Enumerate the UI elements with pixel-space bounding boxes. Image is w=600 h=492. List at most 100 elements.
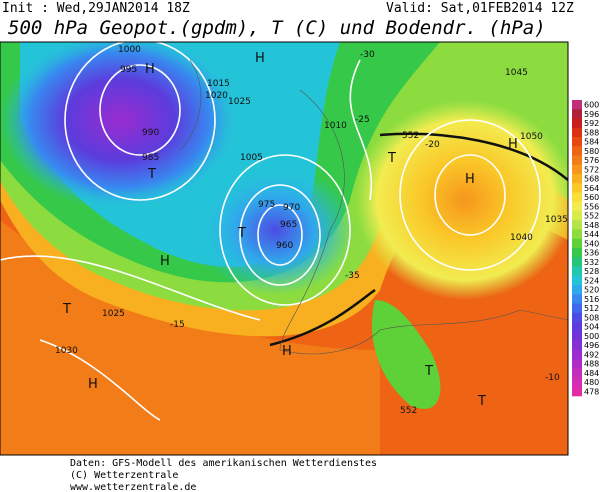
colorbar-label: 568 [584,175,599,184]
colorbar-swatch [572,192,582,203]
colorbar-swatch [572,100,582,110]
pressure-center-label: H [508,137,518,152]
pressure-center-label: H [160,254,170,269]
pressure-center-label: T [477,394,486,409]
colorbar-label: 588 [584,128,599,137]
colorbar-label: 556 [584,202,599,211]
colorbar-label: 516 [584,295,599,304]
colorbar-label: 560 [584,193,599,202]
pressure-center-label: H [255,51,265,66]
contour-label: 975 [258,200,275,210]
contour-label: 552 [402,131,419,141]
colorbar-label: 488 [584,360,599,369]
colorbar-label: 540 [584,239,599,248]
colorbar-swatch [572,322,582,332]
contour-label: -10 [545,373,560,383]
colorbar-swatch [572,164,582,175]
pressure-center-label: T [237,226,246,241]
init-time: Init : Wed,29JAN2014 18Z [2,1,190,16]
colorbar-swatch [572,349,582,360]
colorbar-swatch [572,359,582,369]
colorbar-label: 484 [584,369,599,378]
colorbar-label: 524 [584,276,599,285]
colorbar-swatch [572,285,582,295]
colorbar-swatch [572,174,582,184]
contour-label: 552 [400,406,417,416]
colorbar-label: 520 [584,286,599,295]
warm-band [0,220,568,455]
pressure-center-label: T [147,167,156,182]
colorbar-swatch [572,211,582,221]
colorbar-label: 478 [584,387,599,396]
colorbar-swatch [572,248,582,258]
contour-label: -35 [345,271,360,281]
colorbar-label: 504 [584,323,599,332]
contour-label: 960 [276,241,293,251]
colorbar-label: 496 [584,341,599,350]
552-line [269,132,568,347]
contour-label: -20 [425,140,440,150]
colorbar-label: 576 [584,156,599,165]
contour-label: 1020 [205,91,228,101]
colorbar-swatch [572,146,582,156]
colorbar-label: 584 [584,138,599,147]
footer-line: Daten: GFS-Modell des amerikanischen Wet… [70,458,377,469]
contour-label: 1005 [240,153,263,163]
colorbar-swatch [572,155,582,166]
colorbar: 6005965925885845805765725685645605565525… [572,100,599,396]
colorbar-swatch [572,294,582,304]
colorbar-label: 512 [584,304,599,313]
colorbar-swatch [572,377,582,388]
colorbar-swatch [572,118,582,129]
colorbar-swatch [572,266,582,277]
colorbar-label: 552 [584,212,599,221]
low-area [195,165,355,295]
colorbar-swatch [572,312,582,323]
colorbar-label: 528 [584,267,599,276]
pressure-center-label: H [145,62,155,77]
contour-label: 1045 [505,68,528,78]
colorbar-label: 596 [584,110,599,119]
coastlines [179,59,568,355]
contour-label: -15 [170,320,185,330]
pressure-center-label: H [465,172,475,187]
isobars [0,42,541,421]
colorbar-swatch [572,201,582,212]
contour-label: 1010 [324,121,347,131]
contour-label: 1000 [118,45,141,55]
colorbar-swatch [572,257,582,267]
valid-time: Valid: Sat,01FEB2014 12Z [386,1,574,16]
map-frame [0,41,569,456]
map-title: 500 hPa Geopot.(gpdm), T (C) und Bodendr… [8,17,546,39]
contour-label: -30 [360,50,375,60]
colorbar-swatch [572,220,582,230]
contour-label: -25 [355,115,370,125]
colorbar-swatch [572,275,582,286]
colorbar-swatch [572,109,582,119]
contour-label: 995 [120,65,137,75]
contour-label: 970 [283,203,300,213]
footer-line: (C) Wetterzentrale [70,470,178,481]
colorbar-label: 548 [584,221,599,230]
low-area [0,42,240,210]
colorbar-swatch [572,368,582,378]
pressure-center-label: T [424,364,433,379]
contour-label: 1035 [545,215,568,225]
footer-line: www.wetterzentrale.de [70,482,196,492]
contour-label: 1015 [207,79,230,89]
pressure-center-label: H [88,377,98,392]
contour-label: 1030 [55,346,78,356]
colorbar-label: 564 [584,184,599,193]
colorbar-label: 508 [584,313,599,322]
colorbar-label: 580 [584,147,599,156]
colorbar-label: 572 [584,165,599,174]
colorbar-swatch [572,331,582,341]
colorbar-label: 532 [584,258,599,267]
colorbar-label: 600 [584,101,599,110]
colorbar-swatch [572,303,582,314]
pressure-center-label: H [282,344,292,359]
colorbar-swatch [572,137,582,147]
contour-label: 1040 [510,233,533,243]
colorbar-label: 592 [584,119,599,128]
colorbar-label: 500 [584,332,599,341]
